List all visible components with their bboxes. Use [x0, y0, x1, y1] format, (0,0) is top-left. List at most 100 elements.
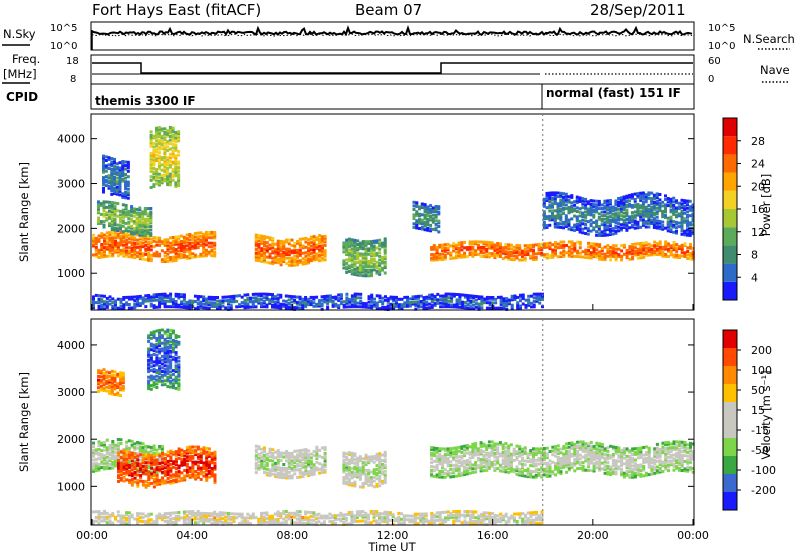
- heatmap-cell: [323, 254, 327, 258]
- heatmap-cell: [177, 453, 181, 457]
- heatmap-cell: [287, 238, 291, 242]
- heatmap-cell: [158, 338, 162, 342]
- heatmap-cell: [378, 269, 382, 273]
- heatmap-cell: [600, 223, 604, 227]
- heatmap-cell: [573, 200, 577, 204]
- heatmap-cell: [625, 254, 629, 258]
- heatmap-cell: [307, 458, 311, 462]
- heatmap-cell: [149, 248, 153, 252]
- heatmap-cell: [102, 183, 105, 187]
- heatmap-cell: [431, 213, 435, 217]
- heatmap-cell: [652, 195, 656, 199]
- heatmap-cell: [523, 256, 527, 260]
- heatmap-cell: [116, 306, 120, 310]
- heatmap-cell: [160, 370, 164, 373]
- heatmap-cell: [174, 360, 178, 364]
- heatmap-cell: [418, 207, 421, 211]
- heatmap-cell: [110, 208, 114, 212]
- heatmap-cell: [361, 247, 365, 251]
- heatmap-cell: [622, 195, 626, 199]
- heatmap-cell: [323, 463, 327, 467]
- heatmap-cell: [136, 462, 140, 466]
- heatmap-cell: [518, 245, 522, 249]
- heatmap-cell: [372, 246, 376, 250]
- heatmap-cell: [105, 305, 109, 309]
- heatmap-cell: [496, 306, 500, 310]
- heatmap-cell: [589, 253, 593, 256]
- heatmap-cell: [149, 257, 153, 261]
- heatmap-cell: [135, 218, 139, 222]
- heatmap-cell: [152, 159, 156, 163]
- heatmap-cell: [542, 215, 546, 219]
- heatmap-cell: [97, 205, 100, 209]
- heatmap-cell: [395, 299, 398, 303]
- heatmap-cell: [383, 260, 387, 264]
- heatmap-cell: [285, 249, 289, 253]
- heatmap-cell: [597, 199, 601, 203]
- heatmap-cell: [160, 136, 164, 140]
- heatmap-cell: [554, 241, 557, 245]
- heatmap-cell: [586, 212, 590, 216]
- heatmap-cell: [350, 268, 354, 272]
- heatmap-cell: [578, 251, 582, 255]
- heatmap-cell: [658, 251, 662, 255]
- heatmap-cell: [592, 242, 596, 246]
- heatmap-cell: [193, 300, 197, 303]
- heatmap-cell: [136, 300, 140, 304]
- heatmap-cell: [293, 300, 297, 304]
- heatmap-cell: [202, 250, 206, 254]
- heatmap-cell: [589, 242, 593, 246]
- heatmap-cell: [611, 254, 615, 258]
- heatmap-cell: [570, 217, 574, 221]
- heatmap-cell: [490, 246, 494, 250]
- heatmap-cell: [367, 265, 371, 269]
- heatmap-cell: [584, 255, 588, 259]
- heatmap-cell: [312, 256, 316, 260]
- heatmap-cell: [207, 464, 211, 468]
- heatmap-cell: [652, 211, 656, 215]
- heatmap-cell: [306, 303, 310, 307]
- heatmap-cell: [559, 215, 563, 219]
- heatmap-cell: [345, 258, 349, 262]
- heatmap-cell: [301, 471, 305, 475]
- heatmap-cell: [468, 240, 472, 244]
- heatmap-cell: [171, 357, 175, 361]
- heatmap-cell: [102, 169, 105, 172]
- heatmap-cell: [276, 259, 280, 263]
- heatmap-cell: [505, 307, 509, 311]
- heatmap-cell: [121, 179, 125, 183]
- heatmap-cell: [163, 332, 167, 336]
- heatmap-cell: [293, 298, 297, 302]
- heatmap-cell: [415, 224, 419, 228]
- heatmap-cell: [420, 220, 424, 224]
- heatmap-cell: [493, 245, 497, 249]
- heatmap-cell: [519, 304, 522, 308]
- heatmap-cell: [501, 257, 505, 261]
- heatmap-cell: [105, 205, 109, 209]
- heatmap-cell: [628, 202, 632, 206]
- heatmap-cell: [457, 243, 461, 247]
- heatmap-cell: [116, 391, 120, 395]
- heatmap-cell: [530, 305, 533, 309]
- heatmap-cell: [523, 244, 527, 248]
- heatmap-cell: [639, 204, 643, 208]
- heatmap-cell: [133, 306, 137, 310]
- heatmap-cell: [678, 245, 681, 249]
- heatmap-cell: [293, 472, 297, 476]
- heatmap-cell: [279, 455, 283, 459]
- heatmap-cell: [296, 455, 300, 459]
- heatmap-cell: [476, 252, 480, 256]
- heatmap-cell: [285, 474, 289, 478]
- heatmap-cell: [381, 305, 385, 309]
- heatmap-cell: [318, 462, 322, 466]
- heatmap-cell: [119, 377, 122, 380]
- heatmap-cell: [465, 255, 469, 259]
- heatmap-cell: [149, 331, 153, 335]
- heatmap-cell: [136, 458, 140, 462]
- heatmap-cell: [166, 305, 170, 309]
- heatmap-cell: [161, 453, 165, 457]
- heatmap-cell: [116, 254, 120, 258]
- heatmap-cell: [530, 301, 533, 305]
- heatmap-cell: [452, 292, 456, 296]
- heatmap-cell: [669, 217, 673, 221]
